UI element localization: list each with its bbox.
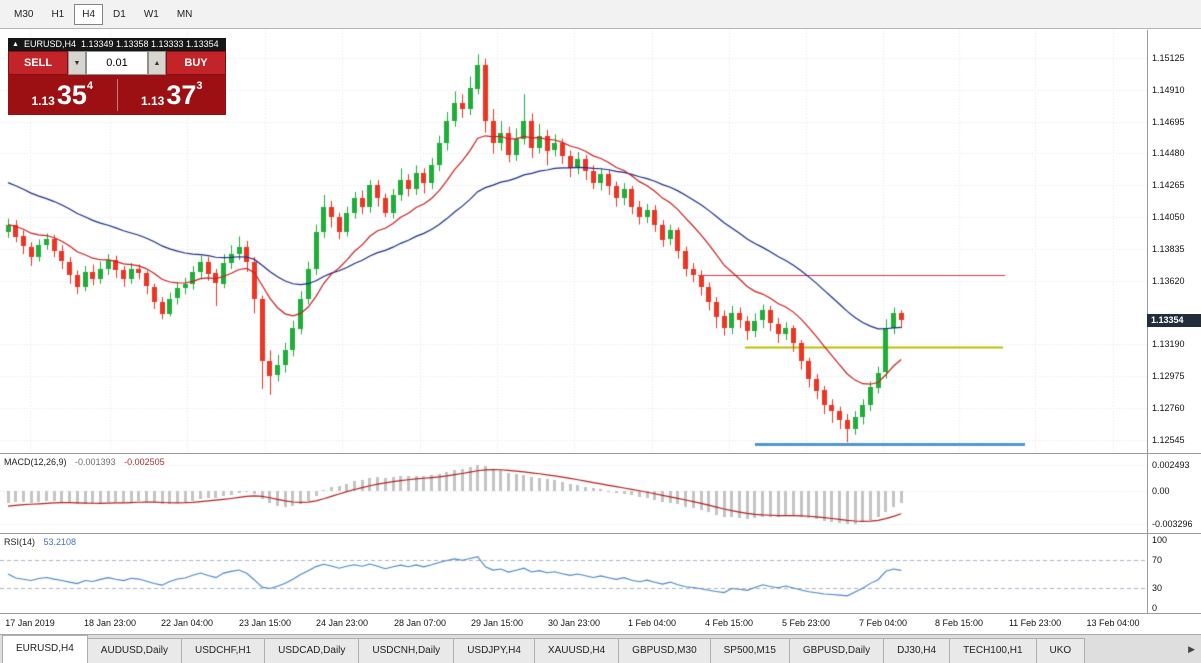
chart-tab-usdjpy-h4[interactable]: USDJPY,H4	[453, 638, 535, 663]
rsi-scale-label: 70	[1152, 555, 1163, 565]
tab-scroll-right-icon[interactable]: ▶	[1188, 644, 1195, 654]
macd-title: MACD(12,26,9)	[4, 457, 67, 467]
buy-price-display[interactable]: 1.13 37 3	[118, 75, 227, 115]
chart-tab-sp500-m15[interactable]: SP500,M15	[709, 638, 790, 663]
chart-tab-xauusd-h4[interactable]: XAUUSD,H4	[533, 638, 620, 663]
timeframe-button-m30[interactable]: M30	[14, 8, 34, 20]
price-scale-label: 1.14910	[1152, 85, 1185, 95]
price-scale-label: 1.14480	[1152, 148, 1185, 158]
sell-price-big: 35	[56, 80, 87, 110]
rsi-scale-label: 0	[1152, 603, 1158, 613]
price-divider	[116, 79, 118, 111]
timeframe-button-mn[interactable]: MN	[176, 8, 193, 20]
time-axis-label: 23 Jan 15:00	[238, 618, 292, 628]
price-scale-label: 1.14265	[1152, 180, 1185, 190]
time-axis-label: 29 Jan 15:00	[470, 618, 524, 628]
time-axis-label: 13 Feb 04:00	[1086, 618, 1140, 628]
rsi-title: RSI(14)	[4, 537, 36, 547]
price-scale-label: 1.12975	[1152, 371, 1185, 381]
time-axis-label: 5 Feb 23:00	[781, 618, 831, 628]
ohlc-values: 1.13349 1.13358 1.13333 1.13354	[80, 39, 219, 49]
chart-tab-gbpusd-daily[interactable]: GBPUSD,Daily	[788, 638, 885, 663]
price-scale-label: 1.14695	[1152, 117, 1185, 127]
current-price-badge: 1.13354	[1147, 314, 1201, 327]
rsi-scale-label: 30	[1152, 583, 1163, 593]
price-scale-label: 1.12545	[1152, 435, 1185, 445]
rsi-scale-label: 100	[1152, 535, 1168, 545]
rsi-value: 53.2108	[43, 537, 77, 547]
macd-indicator-canvas[interactable]	[0, 454, 1147, 532]
symbol-label: EURUSD,H4	[23, 39, 76, 49]
time-axis-label: 22 Jan 04:00	[160, 618, 214, 628]
symbol-info-bar: ▲ EURUSD,H4 1.13349 1.13358 1.13333 1.13…	[8, 38, 226, 51]
lot-decrease-button[interactable]: ▼	[68, 51, 86, 75]
sell-button[interactable]: SELL	[8, 51, 68, 75]
time-axis-label: 1 Feb 04:00	[627, 618, 677, 628]
buy-price-sup: 3	[196, 80, 203, 92]
chart-tab-bar: EURUSD,H4 AUDUSD,Daily USDCHF,H1 USDCAD,Dai…	[0, 634, 1201, 663]
trade-controls-row: SELL ▼ ▲ BUY	[8, 51, 226, 75]
lot-increase-button[interactable]: ▲	[148, 51, 166, 75]
price-scale-label: 1.13835	[1152, 244, 1185, 254]
sell-price-sup: 4	[86, 80, 94, 92]
timeframe-button-w1[interactable]: W1	[143, 8, 159, 20]
macd-scale-label: 0.00	[1152, 486, 1170, 496]
time-axis-label: 4 Feb 15:00	[704, 618, 754, 628]
price-display-row: 1.13 35 4 1.13 37 3	[8, 75, 226, 115]
lot-size-input[interactable]	[86, 51, 148, 75]
timeframe-button-d1[interactable]: D1	[113, 8, 126, 20]
timeframe-button-h4[interactable]: H4	[74, 3, 104, 25]
macd-rsi-separator[interactable]	[0, 533, 1201, 534]
time-axis-label: 11 Feb 23:00	[1008, 618, 1062, 628]
sell-price-display[interactable]: 1.13 35 4	[8, 75, 117, 115]
macd-header: MACD(12,26,9) -0.001393 -0.002505	[4, 457, 165, 467]
price-scale-label: 1.13190	[1152, 339, 1185, 349]
chart-tab-usdcad-daily[interactable]: USDCAD,Daily	[264, 638, 360, 663]
timeframe-toolbar: M30 H1 H4 D1 W1 MN	[0, 0, 1201, 29]
timeframe-button-h1[interactable]: H1	[51, 8, 65, 20]
time-axis-label: 7 Feb 04:00	[858, 618, 908, 628]
rsi-header: RSI(14) 53.2108	[4, 537, 76, 547]
chart-tab-audusd-daily[interactable]: AUDUSD,Daily	[86, 638, 183, 663]
buy-price-prefix: 1.13	[140, 94, 165, 108]
time-axis-label: 17 Jan 2019	[5, 618, 55, 628]
macd-scale-label: -0.003296	[1152, 519, 1193, 529]
chart-tab-eurusd-h4[interactable]: EURUSD,H4	[2, 635, 88, 663]
chart-tab-usdcnh-daily[interactable]: USDCNH,Daily	[358, 638, 455, 663]
macd-scale-label: 0.002493	[1152, 460, 1190, 470]
chart-macd-separator[interactable]	[0, 453, 1201, 454]
macd-main-value: -0.001393	[75, 457, 116, 467]
time-axis-label: 30 Jan 23:00	[547, 618, 601, 628]
price-scale-label: 1.12760	[1152, 403, 1185, 413]
rsi-indicator-canvas[interactable]	[0, 534, 1147, 612]
price-scale-label: 1.15125	[1152, 53, 1185, 63]
time-axis-label: 18 Jan 23:00	[83, 618, 137, 628]
chart-tab-usdchf-h1[interactable]: USDCHF,H1	[181, 638, 266, 663]
rsi-timeaxis-separator	[0, 613, 1201, 614]
macd-signal-value: -0.002505	[124, 457, 165, 467]
chart-tab-dj30-h4[interactable]: DJ30,H4	[883, 638, 951, 663]
sell-price-prefix: 1.13	[31, 94, 55, 108]
buy-button[interactable]: BUY	[166, 51, 226, 75]
price-scale-label: 1.14050	[1152, 212, 1185, 222]
chart-tab-gbpusd-m30[interactable]: GBPUSD,M30	[618, 638, 711, 663]
chart-tab-uko[interactable]: UKO	[1035, 638, 1086, 663]
buy-price-big: 37	[166, 80, 197, 110]
one-click-trading-panel: ▲ EURUSD,H4 1.13349 1.13358 1.13333 1.13…	[8, 38, 226, 115]
time-axis-label: 8 Feb 15:00	[934, 618, 984, 628]
price-scale-label: 1.13620	[1152, 276, 1185, 286]
panel-collapse-icon[interactable]: ▲	[12, 41, 19, 48]
chart-tab-tech100-h1[interactable]: TECH100,H1	[949, 638, 1037, 663]
time-axis-label: 28 Jan 07:00	[393, 618, 447, 628]
time-axis-label: 24 Jan 23:00	[315, 618, 369, 628]
